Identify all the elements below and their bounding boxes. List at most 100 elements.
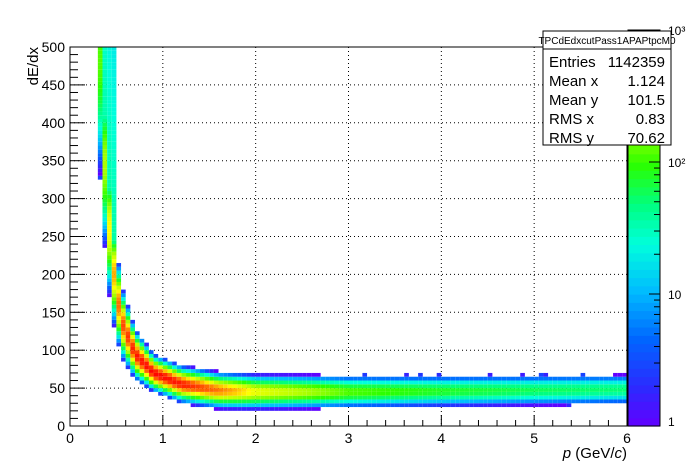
histogram-cell — [348, 391, 354, 396]
histogram-cell — [134, 369, 140, 373]
histogram-cell — [102, 172, 108, 176]
histogram-cell — [380, 376, 386, 381]
histogram-cell — [371, 403, 377, 408]
histogram-cell — [204, 403, 210, 408]
histogram-cell — [390, 399, 395, 404]
histogram-cell — [107, 172, 112, 176]
histogram-cell — [186, 369, 191, 373]
histogram-cell — [97, 134, 103, 138]
histogram-cell — [329, 395, 335, 400]
histogram-cell — [195, 388, 200, 392]
palette-swatch — [628, 252, 660, 262]
histogram-cell — [107, 62, 112, 66]
histogram-cell — [529, 380, 535, 385]
histogram-cell — [246, 384, 252, 389]
histogram-cell — [97, 119, 103, 123]
histogram-cell — [97, 164, 103, 169]
histogram-cell — [306, 372, 312, 377]
histogram-cell — [260, 403, 265, 408]
histogram-cell — [450, 380, 456, 385]
histogram-cell — [306, 380, 312, 385]
histogram-cell — [302, 395, 307, 400]
histogram-cell — [557, 403, 563, 408]
histogram-cell — [562, 380, 567, 385]
palette-swatch — [628, 401, 660, 411]
histogram-cell — [176, 376, 182, 381]
histogram-cell — [97, 126, 103, 131]
histogram-cell — [278, 380, 284, 385]
histogram-cell — [111, 126, 117, 131]
histogram-cell — [557, 388, 563, 392]
histogram-cell — [148, 372, 154, 377]
histogram-cell — [473, 384, 479, 389]
histogram-cell — [102, 209, 108, 214]
histogram-cell — [580, 376, 586, 381]
histogram-cell — [497, 384, 502, 389]
histogram-cell — [102, 232, 108, 237]
histogram-cell — [125, 346, 131, 351]
histogram-cell — [111, 319, 117, 324]
histogram-cell — [102, 130, 108, 135]
histogram-cell — [223, 403, 228, 408]
histogram-cell — [111, 160, 117, 165]
histogram-cell — [436, 384, 442, 389]
histogram-cell — [613, 372, 618, 377]
histogram-cell — [408, 388, 414, 392]
histogram-cell — [608, 384, 614, 389]
histogram-cell — [107, 122, 112, 127]
histogram-cell — [325, 384, 330, 389]
histogram-cell — [97, 168, 103, 173]
histogram-cell — [102, 103, 108, 108]
histogram-cell — [97, 149, 103, 154]
histogram-cell — [589, 376, 595, 381]
histogram-cell — [190, 369, 196, 373]
histogram-cell — [264, 399, 270, 404]
histogram-cell — [134, 361, 140, 366]
histogram-cell — [450, 384, 456, 389]
y-tick-label: 500 — [42, 39, 66, 55]
stats-row-value: 1142359 — [608, 54, 665, 71]
histogram-cell — [483, 376, 488, 381]
histogram-cell — [97, 145, 103, 150]
histogram-cell — [408, 376, 414, 381]
histogram-cell — [380, 380, 386, 385]
histogram-cell — [237, 376, 242, 381]
histogram-cell — [102, 183, 108, 188]
histogram-cell — [343, 388, 349, 392]
histogram-cell — [613, 380, 618, 385]
histogram-cell — [613, 391, 618, 396]
histogram-cell — [121, 304, 126, 309]
histogram-cell — [436, 380, 442, 385]
histogram-cell — [102, 149, 108, 154]
histogram-cell — [255, 399, 261, 404]
histogram-cell — [566, 376, 572, 381]
histogram-cell — [186, 365, 191, 370]
histogram-cell — [195, 391, 200, 396]
histogram-cell — [111, 270, 117, 275]
histogram-cell — [306, 384, 312, 389]
histogram-cell — [223, 380, 228, 385]
histogram-cell — [306, 403, 312, 408]
histogram-cell — [209, 388, 214, 392]
histogram-cell — [107, 206, 112, 210]
histogram-cell — [251, 380, 256, 385]
x-tick-label: 3 — [345, 430, 353, 446]
histogram-cell — [343, 384, 349, 389]
histogram-cell — [599, 384, 604, 389]
palette-swatch — [628, 318, 660, 328]
histogram-cell — [111, 81, 117, 85]
histogram-cell — [227, 399, 233, 404]
histogram-cell — [302, 372, 307, 377]
histogram-cell — [362, 388, 368, 392]
histogram-cell — [269, 380, 275, 385]
histogram-cell — [97, 130, 103, 135]
histogram-cell — [334, 380, 340, 385]
histogram-cell — [589, 384, 595, 389]
histogram-cell — [144, 342, 149, 347]
histogram-cell — [302, 407, 307, 411]
palette-swatch — [628, 285, 660, 295]
histogram-cell — [571, 384, 576, 389]
histogram-cell — [218, 403, 224, 408]
histogram-cell — [111, 141, 117, 146]
